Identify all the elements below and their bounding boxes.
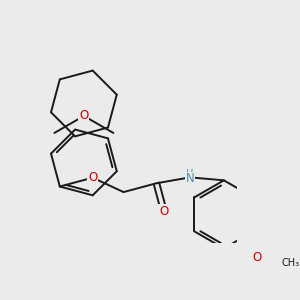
Text: O: O xyxy=(88,171,97,184)
Text: H: H xyxy=(186,169,194,179)
Text: O: O xyxy=(252,251,261,264)
Text: O: O xyxy=(159,205,169,218)
Text: N: N xyxy=(186,172,194,185)
Text: O: O xyxy=(79,110,88,122)
Text: CH₃: CH₃ xyxy=(281,258,299,268)
